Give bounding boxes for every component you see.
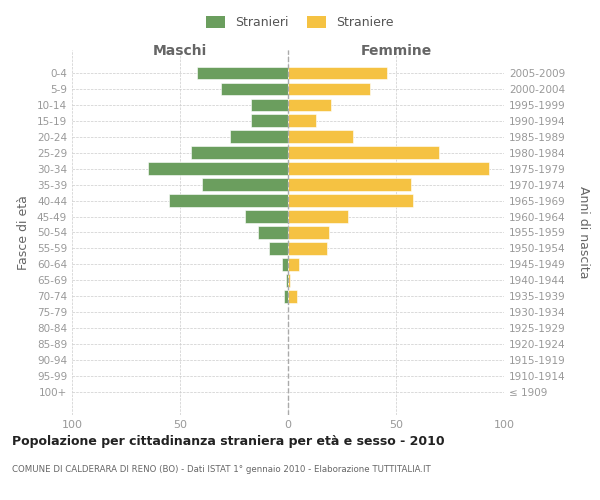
Bar	[288, 162, 489, 175]
Bar	[251, 114, 288, 127]
Bar	[288, 274, 290, 286]
Bar	[197, 66, 288, 79]
Bar	[251, 98, 288, 111]
Bar	[221, 82, 288, 95]
Bar	[288, 146, 439, 159]
Bar	[286, 274, 288, 286]
Bar	[288, 178, 411, 191]
Bar	[169, 194, 288, 207]
Bar	[281, 258, 288, 270]
Y-axis label: Fasce di età: Fasce di età	[17, 195, 30, 270]
Text: Femmine: Femmine	[361, 44, 431, 59]
Bar	[288, 290, 296, 302]
Text: Popolazione per cittadinanza straniera per età e sesso - 2010: Popolazione per cittadinanza straniera p…	[12, 435, 445, 448]
Bar	[288, 82, 370, 95]
Text: COMUNE DI CALDERARA DI RENO (BO) - Dati ISTAT 1° gennaio 2010 - Elaborazione TUT: COMUNE DI CALDERARA DI RENO (BO) - Dati …	[12, 465, 431, 474]
Bar	[202, 178, 288, 191]
Legend: Stranieri, Straniere: Stranieri, Straniere	[202, 11, 398, 34]
Bar	[288, 242, 327, 254]
Bar	[288, 226, 329, 238]
Bar	[288, 194, 413, 207]
Bar	[288, 258, 299, 270]
Bar	[148, 162, 288, 175]
Bar	[288, 98, 331, 111]
Bar	[288, 130, 353, 143]
Bar	[245, 210, 288, 223]
Y-axis label: Anni di nascita: Anni di nascita	[577, 186, 590, 279]
Bar	[230, 130, 288, 143]
Text: Maschi: Maschi	[153, 44, 207, 59]
Bar	[258, 226, 288, 238]
Bar	[284, 290, 288, 302]
Bar	[288, 114, 316, 127]
Bar	[269, 242, 288, 254]
Bar	[191, 146, 288, 159]
Bar	[288, 66, 388, 79]
Bar	[288, 210, 349, 223]
